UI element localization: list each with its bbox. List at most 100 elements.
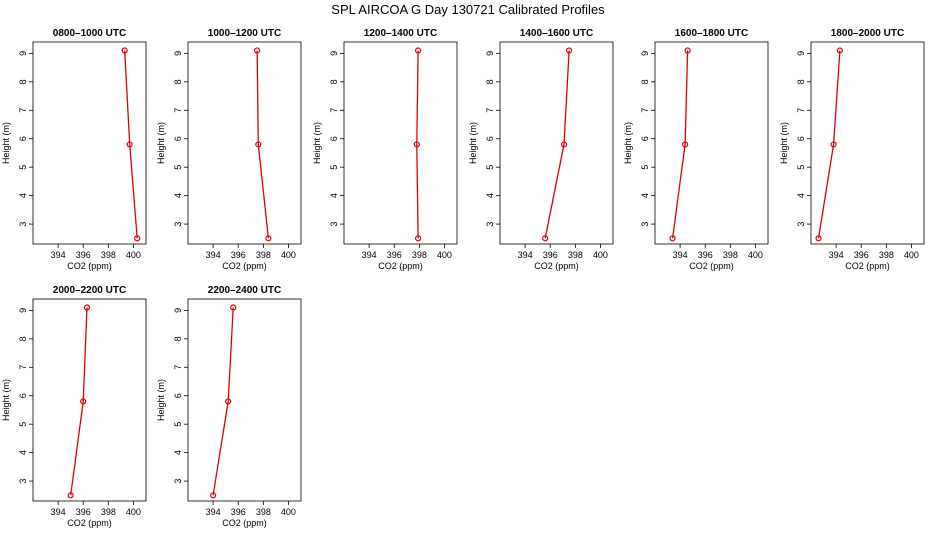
- y-tick-label: 6: [640, 136, 650, 141]
- data-point: [121, 47, 128, 54]
- panel-title: 2200–2400 UTC: [208, 285, 281, 296]
- y-tick-label: 6: [173, 136, 183, 141]
- plot-frame: [343, 41, 458, 245]
- plot-frame: [187, 298, 302, 502]
- x-tick-label: 400: [748, 250, 763, 260]
- y-tick-label: 4: [173, 450, 183, 455]
- data-point: [669, 235, 676, 242]
- x-tick-label: 396: [231, 507, 246, 517]
- y-tick-label: 3: [796, 222, 806, 227]
- y-axis-label: Height (m): [312, 122, 322, 164]
- y-tick-label: 4: [173, 193, 183, 198]
- y-tick-label: 5: [18, 165, 28, 170]
- y-tick-label: 7: [796, 108, 806, 113]
- data-point: [134, 235, 141, 242]
- x-tick-label: 398: [723, 250, 738, 260]
- y-tick-label: 7: [329, 108, 339, 113]
- x-axis-label: CO2 (ppm): [67, 518, 112, 528]
- data-point: [265, 235, 272, 242]
- y-tick-label: 5: [173, 422, 183, 427]
- profile-line: [817, 50, 841, 239]
- y-tick-label: 8: [18, 336, 28, 341]
- panel-2: 1000–1200 UTC 394 396 398 400 3 4 5 6 7 8 9 CO2 (ppm…: [156, 28, 302, 271]
- y-tick-label: 9: [485, 51, 495, 56]
- profile-line: [671, 50, 689, 239]
- data-point: [413, 141, 420, 148]
- panel-title: 2000–2200 UTC: [53, 285, 126, 296]
- x-tick-label: 394: [362, 250, 377, 260]
- panel-title: 1400–1600 UTC: [520, 28, 593, 39]
- y-tick-label: 7: [173, 365, 183, 370]
- x-tick-label: 398: [256, 507, 271, 517]
- panel-7: 2000–2200 UTC 394 396 398 400 3 4 5 6 7 8 9 CO2 (ppm…: [1, 285, 147, 528]
- panel-3: 1200–1400 UTC 394 396 398 400 3 4 5 6 7 8 9 CO2 (ppm…: [312, 28, 458, 271]
- y-tick-label: 6: [173, 393, 183, 398]
- y-tick-label: 5: [640, 165, 650, 170]
- data-point: [565, 47, 573, 54]
- plot-frame: [32, 41, 147, 245]
- x-tick-label: 398: [879, 250, 894, 260]
- panel-title: 0800–1000 UTC: [53, 28, 126, 39]
- y-tick-label: 8: [329, 79, 339, 84]
- data-point: [230, 304, 237, 311]
- panel-title: 1800–2000 UTC: [831, 28, 904, 39]
- y-tick-label: 4: [640, 193, 650, 198]
- data-point: [815, 235, 822, 242]
- plot-frame: [654, 41, 769, 245]
- panel-6: 1800–2000 UTC 394 396 398 400 3 4 5 6 7 8 9 CO2 (ppm…: [779, 28, 925, 271]
- x-tick-label: 396: [76, 507, 91, 517]
- x-tick-label: 394: [518, 250, 533, 260]
- y-tick-label: 8: [640, 79, 650, 84]
- y-tick-label: 9: [796, 51, 806, 56]
- x-tick-label: 396: [543, 250, 558, 260]
- y-tick-label: 3: [329, 222, 339, 227]
- data-point: [542, 235, 549, 242]
- y-tick-label: 7: [18, 365, 28, 370]
- x-tick-label: 396: [854, 250, 869, 260]
- y-tick-label: 6: [485, 136, 495, 141]
- data-point: [83, 304, 91, 311]
- x-tick-label: 396: [231, 250, 246, 260]
- y-axis-label: Height (m): [156, 379, 166, 421]
- plot-frame: [187, 41, 302, 245]
- x-tick-label: 398: [568, 250, 583, 260]
- profile-line: [212, 307, 234, 496]
- y-tick-label: 7: [640, 108, 650, 113]
- y-tick-label: 7: [18, 108, 28, 113]
- x-tick-label: 394: [206, 250, 221, 260]
- x-tick-label: 400: [126, 250, 141, 260]
- y-tick-label: 4: [329, 193, 339, 198]
- y-tick-label: 4: [18, 193, 28, 198]
- x-tick-label: 400: [593, 250, 608, 260]
- x-tick-label: 400: [126, 507, 141, 517]
- y-axis-label: Height (m): [1, 122, 11, 164]
- panel-title: 1600–1800 UTC: [675, 28, 748, 39]
- x-axis-label: CO2 (ppm): [534, 261, 579, 271]
- y-tick-label: 5: [485, 165, 495, 170]
- x-tick-label: 394: [51, 250, 66, 260]
- x-axis-label: CO2 (ppm): [67, 261, 112, 271]
- y-axis-label: Height (m): [623, 122, 633, 164]
- y-tick-label: 3: [173, 222, 183, 227]
- y-tick-label: 3: [640, 222, 650, 227]
- y-tick-label: 7: [485, 108, 495, 113]
- panel-4: 1400–1600 UTC 394 396 398 400 3 4 5 6 7 8 9 CO2 (ppm…: [468, 28, 614, 271]
- y-tick-label: 5: [329, 165, 339, 170]
- panel-8: 2200–2400 UTC 394 396 398 400 3 4 5 6 7 8 9 CO2 (ppm…: [156, 285, 302, 528]
- y-tick-label: 9: [640, 51, 650, 56]
- data-point: [80, 398, 87, 405]
- profile-line: [416, 50, 419, 239]
- y-tick-label: 8: [485, 79, 495, 84]
- plot-frame: [810, 41, 925, 245]
- x-tick-label: 400: [281, 507, 296, 517]
- data-point: [126, 141, 133, 148]
- y-tick-label: 4: [485, 193, 495, 198]
- x-tick-label: 398: [256, 250, 271, 260]
- plot-frame: [32, 298, 147, 502]
- x-tick-label: 400: [904, 250, 919, 260]
- x-tick-label: 398: [101, 507, 116, 517]
- panel-title: 1200–1400 UTC: [364, 28, 437, 39]
- x-tick-label: 394: [206, 507, 221, 517]
- y-tick-label: 4: [18, 450, 28, 455]
